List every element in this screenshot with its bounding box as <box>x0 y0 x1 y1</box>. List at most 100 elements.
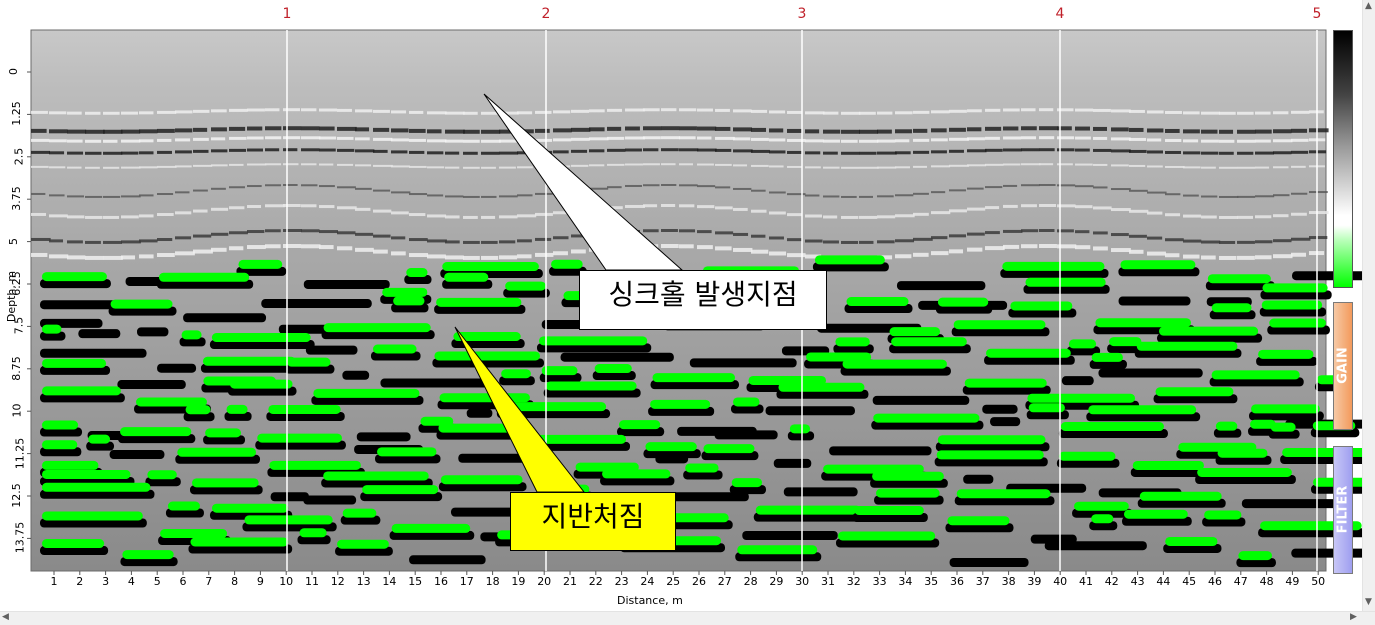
reflector-negative <box>934 457 1048 467</box>
reflector-band <box>499 151 519 155</box>
reflector-band <box>319 185 335 188</box>
scroll-left-icon[interactable]: ◀ <box>2 612 9 622</box>
scroll-down-icon[interactable]: ▼ <box>1365 597 1372 607</box>
reflector-band <box>679 204 695 208</box>
vertical-scrollbar[interactable]: ▲ ▼ <box>1362 0 1375 611</box>
reflector-negative <box>303 279 390 289</box>
distance-tick-label: 35 <box>924 575 939 588</box>
reflector-band <box>319 136 337 140</box>
reflector-band <box>391 128 409 133</box>
reflector-positive <box>889 327 941 337</box>
reflector-positive <box>602 469 671 479</box>
reflector-band <box>229 206 245 210</box>
reflector-band <box>1075 108 1094 112</box>
reflector-band <box>751 149 770 153</box>
reflector-band <box>427 166 445 169</box>
reflector-band <box>967 232 985 236</box>
reflector-band <box>1057 229 1074 233</box>
reflector-band <box>1003 204 1018 208</box>
scroll-right-icon[interactable]: ▶ <box>1350 612 1357 622</box>
reflector-band <box>1075 185 1094 188</box>
reflector-band <box>121 129 141 134</box>
reflector-positive <box>1109 337 1142 347</box>
reflector-negative <box>40 489 155 499</box>
scroll-up-icon[interactable]: ▲ <box>1365 1 1372 11</box>
reflector-band <box>1291 212 1307 216</box>
reflector-band <box>49 111 67 115</box>
reflector-band <box>931 128 947 133</box>
reflector-band <box>1273 151 1292 155</box>
reflector-band <box>535 128 550 133</box>
reflector-band <box>193 209 208 213</box>
reflector-band <box>1183 111 1200 115</box>
reflector-band <box>1129 164 1146 167</box>
reflector-positive <box>842 359 947 369</box>
reflector-band <box>913 138 930 142</box>
reflector-band <box>1057 244 1077 249</box>
reflector-band <box>913 252 929 257</box>
reflector-positive <box>1159 326 1259 336</box>
horizontal-scrollbar[interactable]: ◀ ▶ <box>0 611 1375 625</box>
reflector-band <box>1129 234 1147 238</box>
reflector-band <box>427 239 447 243</box>
reflector-positive <box>1165 536 1218 546</box>
reflector-band <box>751 164 769 167</box>
reflector-band <box>265 148 280 152</box>
reflector-band <box>499 111 519 115</box>
reflector-band <box>1219 151 1234 155</box>
reflector-band <box>751 209 767 213</box>
reflector-positive <box>110 299 173 309</box>
reflector-band <box>931 191 946 194</box>
reflector-positive <box>650 399 711 409</box>
reflector-positive <box>1091 352 1123 362</box>
reflector-band <box>661 184 677 187</box>
reflector-band <box>337 108 352 112</box>
reflector-band <box>337 126 357 131</box>
reflector-band <box>463 166 480 169</box>
reflector-band <box>697 205 715 209</box>
reflector-band <box>49 129 68 134</box>
reflector-band <box>1201 240 1221 244</box>
reflector-band <box>31 138 50 142</box>
reflector-band <box>1129 249 1144 254</box>
reflector-band <box>607 163 625 166</box>
gain-tab[interactable]: GAIN <box>1333 302 1353 430</box>
reflector-band <box>661 148 679 152</box>
reflector-band <box>67 195 84 198</box>
reflector-band <box>625 136 645 140</box>
reflector-negative <box>1195 474 1296 484</box>
distance-tick-label: 45 <box>1182 575 1197 588</box>
reflector-negative <box>380 378 493 388</box>
filter-tab[interactable]: FILTER <box>1333 446 1353 574</box>
reflector-band <box>157 238 173 242</box>
reflector-band <box>517 194 533 197</box>
reflector-band <box>1021 108 1036 112</box>
reflector-negative <box>40 331 66 341</box>
reflector-negative <box>145 477 181 487</box>
reflector-band <box>535 138 552 142</box>
reflector-positive <box>42 272 107 282</box>
reflector-band <box>157 128 175 133</box>
reflector-band <box>1021 229 1039 233</box>
reflector-band <box>913 110 930 114</box>
reflector-band <box>823 111 839 115</box>
reflector-band <box>301 204 317 208</box>
reflector-band <box>517 239 532 243</box>
reflector-band <box>121 139 141 143</box>
reflector-negative <box>1056 458 1120 468</box>
reflector-band <box>697 163 714 166</box>
reflector-positive <box>1088 405 1197 415</box>
reflector-band <box>625 204 645 208</box>
reflector-band <box>139 129 158 134</box>
reflector-band <box>985 163 1004 166</box>
reflector-negative <box>40 365 111 375</box>
depth-tick-label: 3.75 <box>9 186 23 211</box>
reflector-positive <box>406 268 428 278</box>
reflector-band <box>1255 151 1274 155</box>
distance-tick-label: 46 <box>1208 575 1222 588</box>
reflector-band <box>409 213 426 217</box>
reflector-band <box>463 129 480 134</box>
reflector-band <box>427 254 446 259</box>
reflector-band <box>211 247 227 252</box>
reflector-band <box>967 187 984 190</box>
